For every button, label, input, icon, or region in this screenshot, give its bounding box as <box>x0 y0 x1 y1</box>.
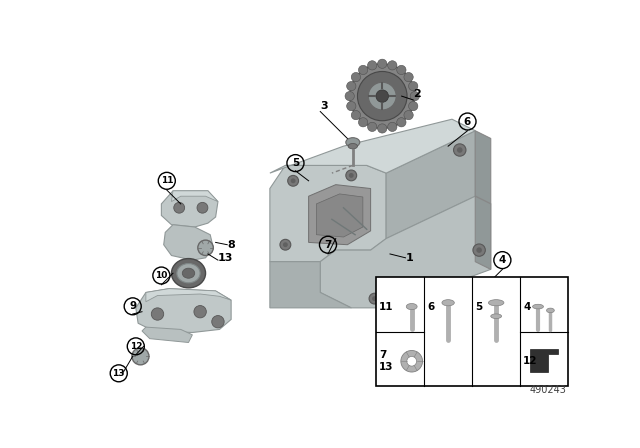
Circle shape <box>345 91 355 101</box>
Polygon shape <box>320 196 491 308</box>
Circle shape <box>454 144 466 156</box>
Text: 9: 9 <box>129 302 136 311</box>
Circle shape <box>194 306 206 318</box>
Text: 1: 1 <box>406 253 413 263</box>
Ellipse shape <box>172 258 205 288</box>
Circle shape <box>476 247 482 253</box>
Circle shape <box>376 90 388 102</box>
Circle shape <box>291 178 296 183</box>
Text: 6: 6 <box>464 116 471 126</box>
Text: 7: 7 <box>379 350 387 360</box>
Ellipse shape <box>488 300 504 306</box>
Polygon shape <box>316 194 363 237</box>
Circle shape <box>367 61 377 70</box>
Circle shape <box>457 147 463 153</box>
Circle shape <box>351 111 360 120</box>
Circle shape <box>288 176 298 186</box>
Text: 4: 4 <box>499 255 506 265</box>
Circle shape <box>473 244 485 256</box>
Text: 7: 7 <box>324 240 332 250</box>
Polygon shape <box>136 289 231 332</box>
Circle shape <box>349 64 415 129</box>
Text: 12: 12 <box>524 356 538 366</box>
Circle shape <box>347 82 356 91</box>
Polygon shape <box>308 185 371 245</box>
Text: 11: 11 <box>379 302 394 311</box>
Circle shape <box>407 357 417 366</box>
Circle shape <box>404 111 413 120</box>
Circle shape <box>174 202 184 213</box>
Ellipse shape <box>177 263 200 283</box>
Text: 5: 5 <box>476 302 483 311</box>
Polygon shape <box>476 131 491 204</box>
Circle shape <box>368 82 396 110</box>
Text: 13: 13 <box>218 253 234 263</box>
Circle shape <box>408 102 418 111</box>
Ellipse shape <box>182 268 195 278</box>
Polygon shape <box>270 262 351 308</box>
Ellipse shape <box>348 143 358 149</box>
Text: 11: 11 <box>161 177 173 185</box>
Bar <box>376 277 568 386</box>
Text: 12: 12 <box>129 342 142 351</box>
Polygon shape <box>386 131 476 238</box>
Polygon shape <box>270 119 476 173</box>
Circle shape <box>367 122 377 131</box>
Circle shape <box>410 91 419 101</box>
Polygon shape <box>142 327 193 343</box>
Circle shape <box>346 170 356 181</box>
Text: 3: 3 <box>320 101 328 111</box>
Ellipse shape <box>491 314 502 319</box>
Circle shape <box>378 59 387 69</box>
Circle shape <box>151 308 164 320</box>
Text: 2: 2 <box>413 89 421 99</box>
Circle shape <box>397 65 406 74</box>
Polygon shape <box>476 196 491 269</box>
Circle shape <box>408 82 418 91</box>
Circle shape <box>132 348 149 365</box>
Circle shape <box>404 73 413 82</box>
Text: 6: 6 <box>428 302 435 311</box>
Polygon shape <box>172 191 218 202</box>
Circle shape <box>378 124 387 133</box>
Circle shape <box>369 293 380 304</box>
Circle shape <box>197 202 208 213</box>
Circle shape <box>358 118 368 127</box>
Circle shape <box>351 73 360 82</box>
Polygon shape <box>164 225 213 260</box>
Circle shape <box>283 242 288 247</box>
Circle shape <box>347 102 356 111</box>
Text: 13: 13 <box>113 369 125 378</box>
Polygon shape <box>270 165 386 262</box>
Circle shape <box>388 61 397 70</box>
Text: 13: 13 <box>379 362 394 372</box>
Ellipse shape <box>442 300 454 306</box>
Text: 4: 4 <box>524 302 531 311</box>
Circle shape <box>198 240 213 255</box>
Circle shape <box>397 118 406 127</box>
Circle shape <box>358 72 407 121</box>
Polygon shape <box>146 289 231 302</box>
Circle shape <box>388 122 397 131</box>
Polygon shape <box>161 191 218 227</box>
Text: 8: 8 <box>227 240 235 250</box>
Ellipse shape <box>532 304 543 309</box>
Ellipse shape <box>346 138 360 147</box>
Circle shape <box>349 173 354 178</box>
Text: 490243: 490243 <box>530 385 566 395</box>
Ellipse shape <box>406 303 417 310</box>
Ellipse shape <box>547 308 554 313</box>
Circle shape <box>212 315 224 328</box>
Polygon shape <box>531 349 558 372</box>
Circle shape <box>401 350 422 372</box>
Circle shape <box>280 239 291 250</box>
Circle shape <box>358 65 368 74</box>
Circle shape <box>372 296 377 301</box>
Text: 5: 5 <box>292 158 299 168</box>
Text: 10: 10 <box>155 271 168 280</box>
